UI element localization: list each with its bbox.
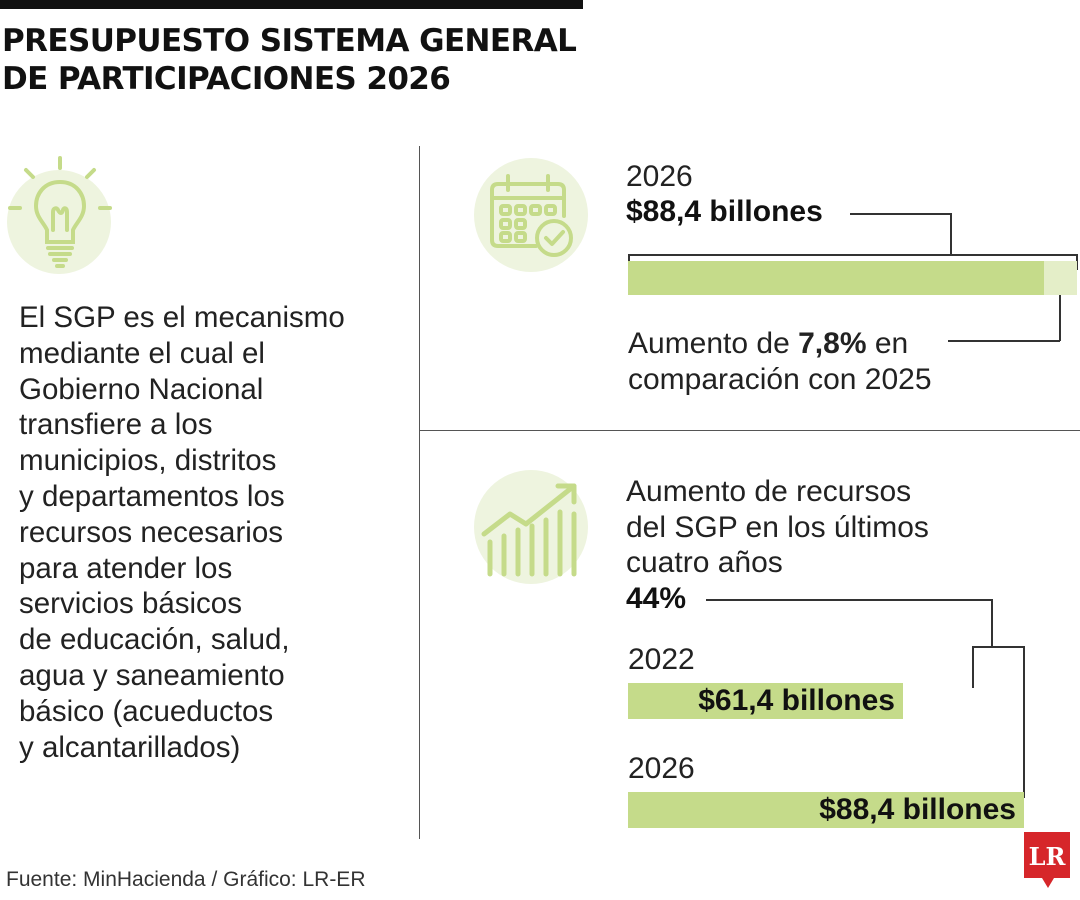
- bar-2026-value-label: $88,4 billones: [819, 793, 1016, 826]
- lightbulb-icon: [8, 156, 112, 268]
- bracket-line: [972, 646, 1024, 648]
- calendar-check-icon: [490, 174, 573, 257]
- growth-title-line: Aumento de recursos: [626, 475, 912, 508]
- description-line: agua y saneamiento: [19, 658, 285, 692]
- source-footer: Fuente: MinHacienda / Gráfico: LR-ER: [6, 868, 366, 891]
- description-line: municipios, distritos: [19, 444, 277, 478]
- description-line: y departamentos los: [19, 479, 285, 513]
- growth-chart-icon: [481, 483, 577, 577]
- connector-line: [948, 340, 1060, 342]
- increase-text: Aumento de 7,8% en: [628, 327, 908, 361]
- description-line: recursos necesarios: [19, 515, 283, 549]
- bar-increase: [1044, 261, 1077, 295]
- horizontal-divider: [420, 430, 1080, 431]
- connector-line: [706, 599, 992, 601]
- description: El SGP es el mecanismo mediante el cual …: [19, 300, 409, 765]
- bracket-tick: [972, 646, 974, 688]
- description-line: para atender los: [19, 551, 233, 585]
- connector-line: [850, 213, 951, 215]
- description-line: Gobierno Nacional: [19, 372, 264, 406]
- year-2026-label: 2026: [626, 160, 693, 193]
- description-line: servicios básicos: [19, 587, 242, 621]
- description-line: El SGP es el mecanismo: [19, 301, 345, 334]
- description-line: básico (acueductos: [19, 694, 274, 728]
- page-title: PRESUPUESTO SISTEMA GENERAL DE PARTICIPA…: [2, 22, 602, 98]
- year-2022-label: 2022: [628, 643, 695, 676]
- increase-prefix: Aumento de: [628, 327, 799, 360]
- growth-title-line: del SGP en los últimos: [626, 510, 929, 544]
- increase-value: 7,8%: [798, 327, 867, 360]
- lightbulb-icon-circle: [7, 170, 111, 274]
- bracket-line: [628, 254, 1077, 256]
- year-2026-bottom-label: 2026: [628, 752, 695, 785]
- growth-percent: 44%: [626, 582, 687, 615]
- connector-line: [1059, 295, 1061, 341]
- title-line-2: DE PARTICIPACIONES 2026: [2, 61, 451, 97]
- increase-text-line2: comparación con 2025: [628, 363, 932, 396]
- lr-logo: LR: [1024, 832, 1070, 888]
- growth-title: Aumento de recursos del SGP en los últim…: [626, 474, 929, 581]
- bar-2026-bottom: $88,4 billones: [628, 792, 1024, 828]
- amount-2026: $88,4 billones: [626, 195, 823, 228]
- bar-2026: [628, 261, 1044, 295]
- bar-2022: $61,4 billones: [628, 683, 903, 719]
- top-rule: [0, 0, 583, 9]
- description-line: de educación, salud,: [19, 623, 290, 657]
- bar-2022-value-label: $61,4 billones: [698, 684, 895, 717]
- title-line-1: PRESUPUESTO SISTEMA GENERAL: [2, 23, 577, 59]
- description-line: transfiere a los: [19, 408, 213, 442]
- connector-line: [991, 599, 993, 647]
- growth-title-line: cuatro años: [626, 546, 783, 579]
- description-line: mediante el cual el: [19, 336, 265, 370]
- increase-suffix: en: [866, 327, 909, 360]
- lr-logo-text: LR: [1029, 842, 1067, 871]
- vertical-divider: [419, 146, 420, 839]
- connector-line: [950, 213, 952, 255]
- bracket-tick: [1023, 646, 1025, 798]
- description-line: y alcantarillados): [19, 730, 241, 764]
